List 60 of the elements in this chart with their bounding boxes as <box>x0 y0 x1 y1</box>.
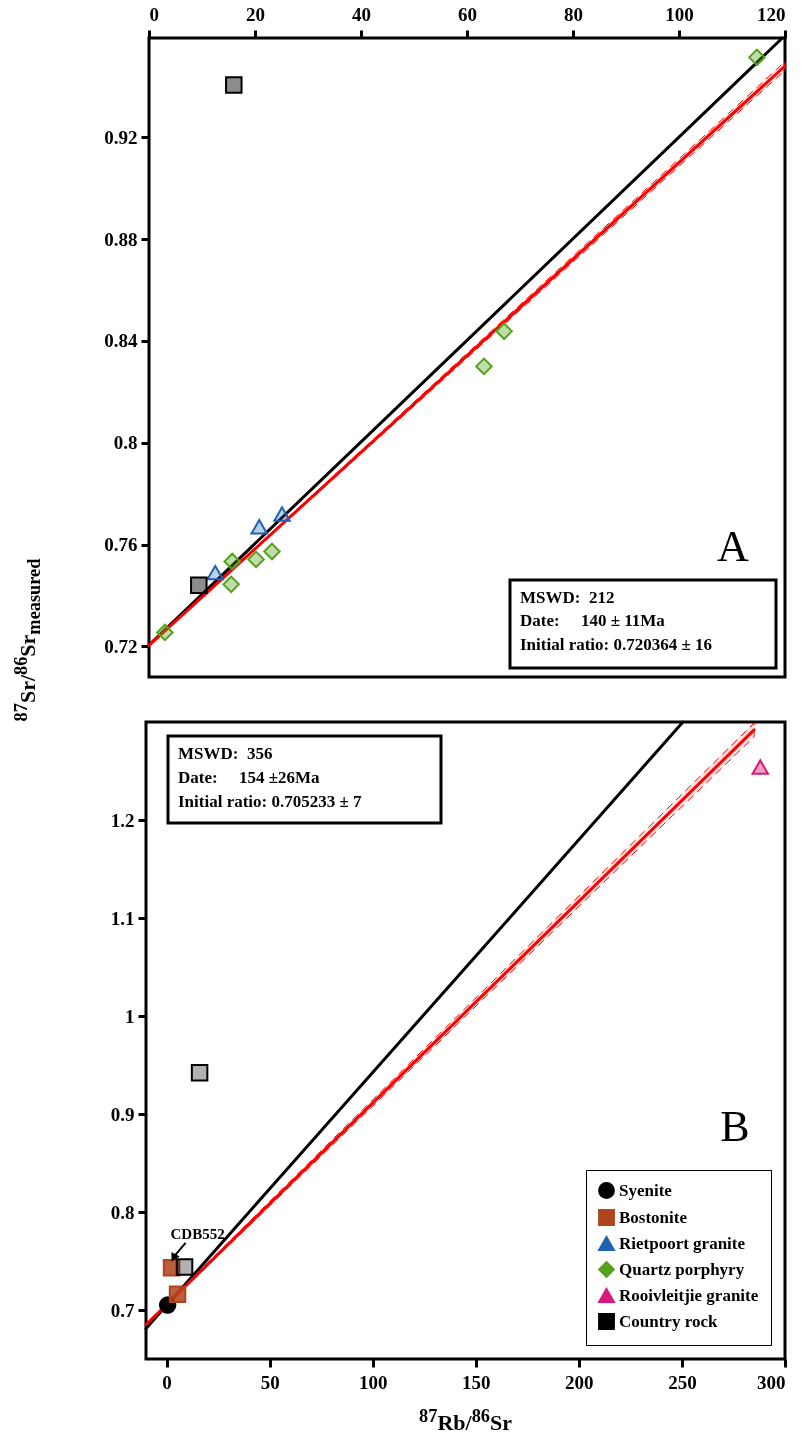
x-tick-label: 150 <box>462 1371 491 1393</box>
y-tick-label: 0.88 <box>104 228 138 250</box>
point <box>168 1285 187 1304</box>
y-tick-label: 1.1 <box>110 907 135 929</box>
y-tick-label: 0.76 <box>104 534 138 556</box>
x-tick-label: 100 <box>358 1371 388 1393</box>
annotation: B <box>720 1102 750 1151</box>
point <box>223 552 241 571</box>
point <box>222 575 240 594</box>
x-tick-label: 200 <box>565 1371 594 1393</box>
x-tick-label: 0 <box>149 3 159 25</box>
x-tick-label: 80 <box>564 3 583 25</box>
point <box>748 48 766 67</box>
y-tick-label: 0.8 <box>110 1201 135 1223</box>
legend-label: Bostonite <box>619 1207 688 1227</box>
point <box>273 506 291 522</box>
y-tick-label: 1.2 <box>110 809 135 831</box>
y-tick-label: 0.8 <box>113 432 138 454</box>
point <box>263 542 281 561</box>
x-tick-label: 300 <box>757 1371 786 1393</box>
point <box>250 519 268 535</box>
y-tick-label: 0.7 <box>110 1299 135 1321</box>
point <box>156 623 174 642</box>
y-tick-label: 1 <box>125 1005 135 1027</box>
legend-label: Syenite <box>619 1180 673 1200</box>
x-tick-label: 60 <box>458 3 477 25</box>
x-tick-label: 250 <box>668 1371 697 1393</box>
point <box>751 759 770 775</box>
annotation: MSWD: 212 <box>520 588 615 607</box>
x-axis-title: $^{87}$Rb/$^{86}$Sr <box>419 1405 512 1437</box>
x-tick-label: 100 <box>665 3 694 25</box>
x-tick-label: 20 <box>246 3 265 25</box>
x-tick-label: 40 <box>352 3 371 25</box>
point <box>225 76 243 94</box>
point <box>190 576 208 595</box>
point <box>475 357 493 376</box>
point <box>247 550 265 569</box>
annotation: CDB552 <box>170 1225 225 1242</box>
x-tick-label: 50 <box>260 1371 280 1393</box>
y-tick-label: 0.9 <box>110 1103 135 1125</box>
legend-label: Rietpoort granite <box>619 1233 746 1253</box>
point <box>162 1259 181 1277</box>
annotation: Date: 140 ± 11Ma <box>520 611 666 630</box>
annotation: Initial ratio: 0.705233 ± 7 <box>178 792 363 811</box>
annotation: Date: 154 ±26Ma <box>178 768 321 787</box>
point <box>495 322 513 341</box>
legend-label: Country rock <box>619 1311 718 1331</box>
point <box>175 1258 194 1276</box>
y-tick-label: 0.72 <box>104 635 138 657</box>
annotation: A <box>717 522 750 571</box>
x-tick-label: 120 <box>757 3 786 25</box>
annotation: MSWD: 356 <box>178 744 273 763</box>
point <box>206 564 224 581</box>
y-tick-label: 0.92 <box>104 126 138 148</box>
x-tick-label: 0 <box>162 1371 172 1393</box>
legend-label: Quartz porphyry <box>619 1259 745 1279</box>
annotation: Initial ratio: 0.720364 ± 16 <box>520 635 713 654</box>
y-tick-label: 0.84 <box>104 330 138 352</box>
point <box>190 1064 209 1082</box>
legend-label: Rooivleitjie granite <box>619 1285 759 1305</box>
